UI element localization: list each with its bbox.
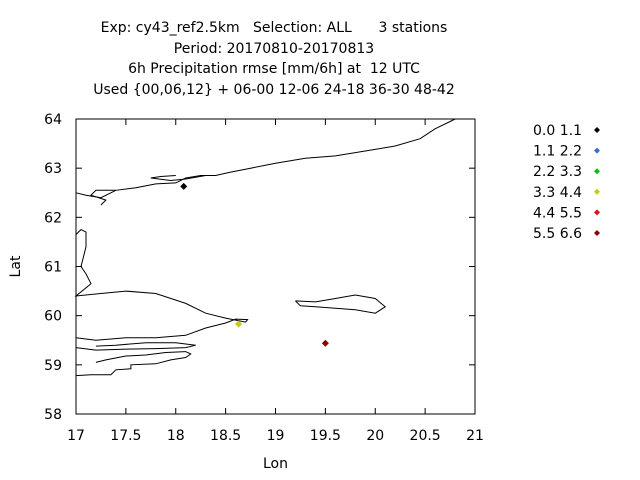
legend-label-5: 4.4 5.5 — [533, 205, 582, 221]
legend-marker-3 — [594, 168, 600, 175]
x-tick-label: 18 — [167, 428, 185, 444]
coastline-7 — [295, 294, 387, 314]
x-tick-label: 20.5 — [410, 428, 441, 444]
coastline-5 — [90, 189, 116, 206]
x-tick-label: 17 — [67, 428, 85, 444]
legend-marker-4 — [594, 188, 600, 195]
chart-title: Exp: cy43_ref2.5km Selection: ALL 3 stat… — [0, 18, 548, 100]
legend-marker-6 — [594, 230, 600, 236]
coastline-layer — [74, 118, 456, 377]
coastline-6 — [150, 175, 206, 182]
legend-label-2: 1.1 2.2 — [533, 144, 582, 160]
y-tick-label: 64 — [44, 112, 62, 128]
legend-marker-2 — [594, 147, 600, 154]
data-point-6 — [321, 339, 329, 347]
coastline-1 — [74, 228, 249, 341]
y-axis-label: Lat — [8, 255, 24, 277]
data-points-layer — [180, 182, 329, 347]
coastline-2 — [75, 342, 196, 351]
y-tick-label: 61 — [44, 260, 62, 276]
x-tick-label: 20 — [366, 428, 384, 444]
x-tick-label: 19.5 — [310, 428, 341, 444]
tick-layer: 17 17.5 18 18.5 19 19.5 20 20.5 21 58 59 60 61 62 63 64 — [44, 112, 484, 444]
legend-label-4: 3.3 4.4 — [533, 185, 582, 201]
x-tick-label: 18.5 — [210, 428, 241, 444]
title-line-1: Exp: cy43_ref2.5km Selection: ALL 3 stat… — [100, 20, 448, 36]
legend-marker-1 — [594, 127, 600, 133]
legend-label-6: 5.5 6.6 — [533, 226, 582, 242]
legend-label-1: 0.0 1.1 — [533, 123, 582, 139]
y-tick-label: 60 — [44, 309, 62, 325]
coastline-4 — [75, 118, 456, 199]
x-tick-label: 21 — [466, 428, 484, 444]
x-tick-label: 17.5 — [110, 428, 141, 444]
y-tick-label: 58 — [44, 407, 62, 423]
data-point-4 — [235, 320, 243, 328]
legend-marker-5 — [594, 209, 600, 216]
title-line-4: Used {00,06,12} + 06-00 12-06 24-18 36-3… — [93, 81, 455, 98]
coastline-3 — [75, 351, 192, 377]
title-line-3: 6h Precipitation rmse [mm/6h] at 12 UTC — [128, 61, 420, 78]
y-tick-label: 62 — [44, 210, 62, 226]
y-tick-label: 63 — [44, 161, 62, 177]
y-tick-label: 59 — [44, 358, 62, 374]
x-axis-label: Lon — [263, 456, 288, 472]
legend: 0.0 1.1 1.1 2.2 2.2 3.3 3.3 4.4 4.4 5.5 5.5 6… — [533, 123, 600, 242]
title-line-2: Period: 20170810-20170813 — [173, 40, 375, 57]
data-point-1 — [180, 182, 188, 190]
legend-label-3: 2.2 3.3 — [533, 164, 582, 180]
x-tick-label: 19 — [267, 428, 285, 444]
